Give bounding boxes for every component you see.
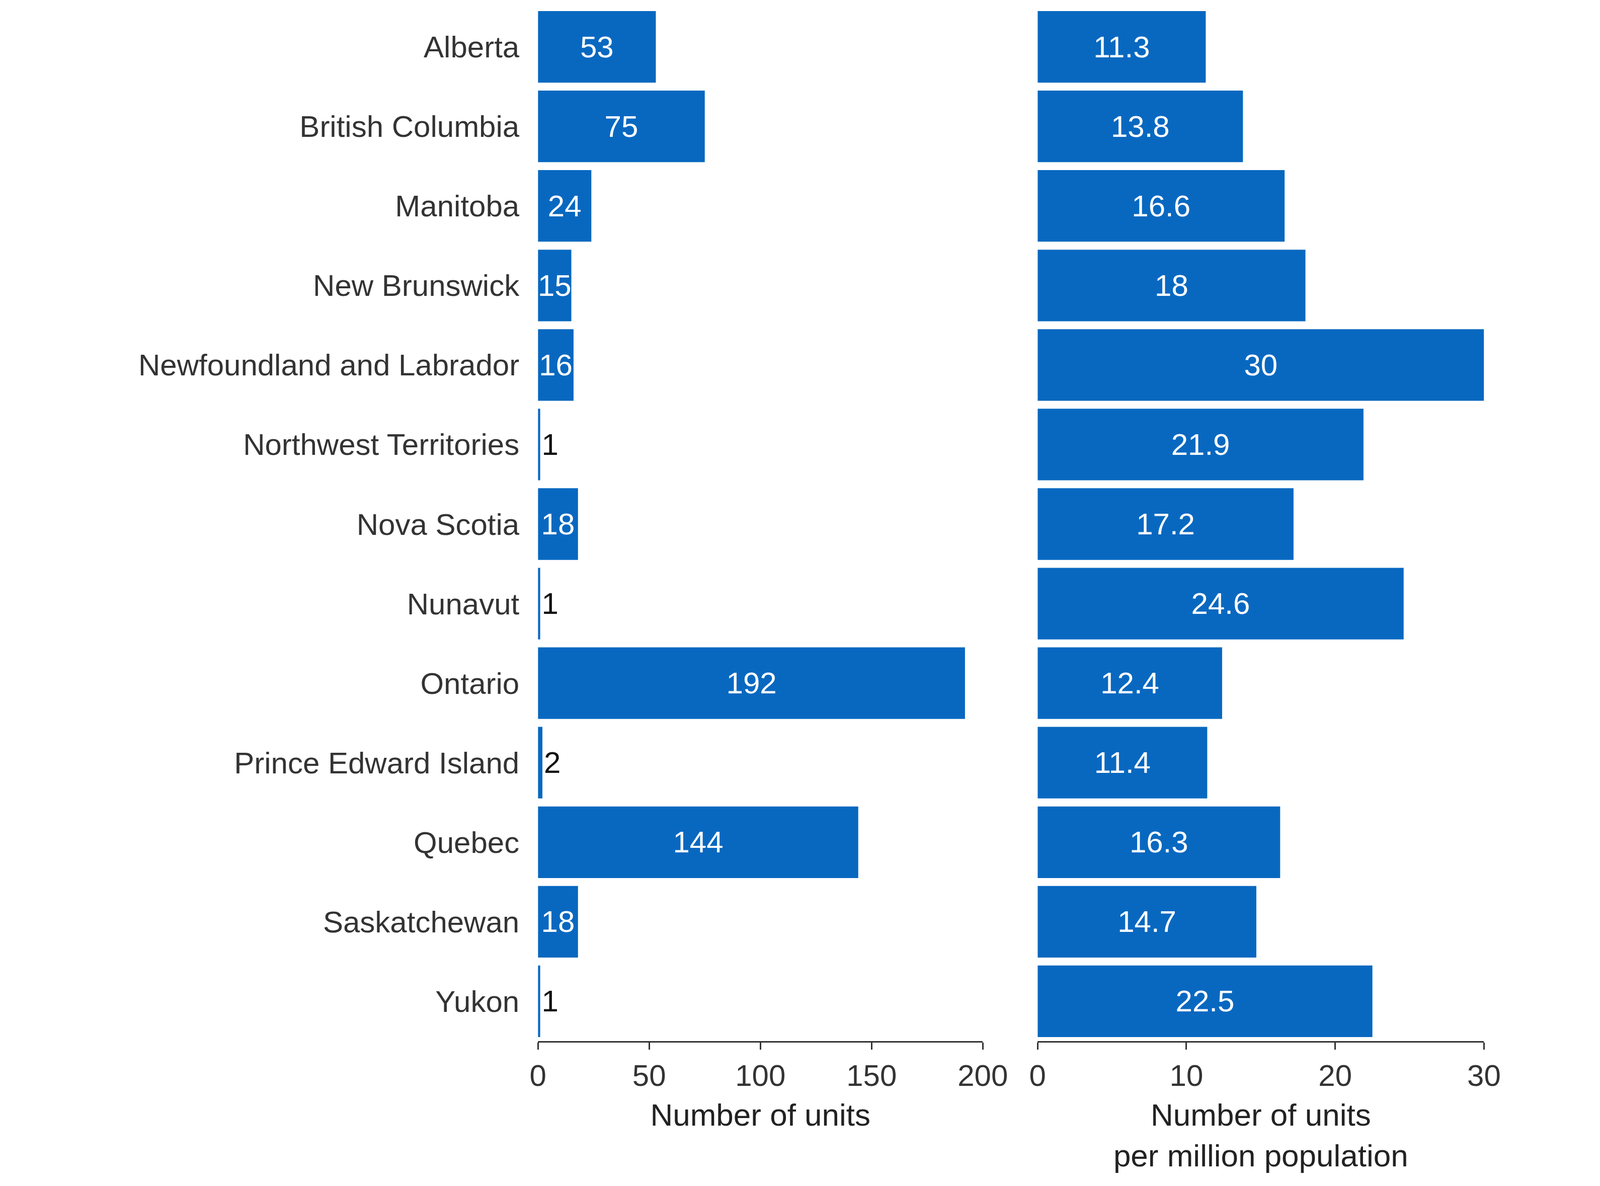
svg-text:Prince Edward Island: Prince Edward Island — [233, 746, 520, 780]
svg-text:15: 15 — [537, 268, 572, 303]
svg-text:Manitoba: Manitoba — [394, 189, 520, 223]
svg-text:50: 50 — [632, 1058, 667, 1093]
svg-text:16.6: 16.6 — [1131, 189, 1191, 223]
svg-text:2: 2 — [543, 745, 561, 780]
svg-text:0: 0 — [529, 1058, 547, 1093]
svg-text:24.6: 24.6 — [1191, 586, 1251, 621]
svg-text:144: 144 — [672, 825, 724, 859]
svg-text:18: 18 — [1154, 268, 1189, 303]
svg-text:Number of units: Number of units — [650, 1097, 871, 1133]
svg-text:Yukon: Yukon — [435, 984, 520, 1019]
svg-text:16: 16 — [538, 348, 573, 382]
svg-text:16.3: 16.3 — [1129, 825, 1189, 859]
svg-text:10: 10 — [1169, 1058, 1204, 1093]
svg-text:14.7: 14.7 — [1117, 904, 1177, 939]
svg-text:New Brunswick: New Brunswick — [312, 268, 520, 303]
svg-text:1: 1 — [541, 586, 559, 621]
svg-text:18: 18 — [541, 507, 576, 541]
svg-text:30: 30 — [1243, 348, 1278, 382]
svg-text:Ontario: Ontario — [420, 666, 520, 701]
svg-text:Northwest Territories: Northwest Territories — [243, 427, 520, 462]
svg-text:11.4: 11.4 — [1094, 745, 1151, 780]
svg-text:17.2: 17.2 — [1136, 507, 1195, 541]
svg-text:11.3: 11.3 — [1093, 30, 1150, 64]
svg-text:Saskatchewan: Saskatchewan — [323, 905, 520, 939]
svg-text:30: 30 — [1467, 1058, 1501, 1093]
svg-text:0: 0 — [1029, 1058, 1047, 1093]
svg-text:18: 18 — [541, 904, 576, 939]
svg-text:24: 24 — [547, 189, 582, 223]
svg-text:150: 150 — [846, 1058, 897, 1093]
svg-text:75: 75 — [604, 109, 639, 144]
svg-text:Newfoundland and Labrador: Newfoundland and Labrador — [138, 348, 520, 382]
svg-text:British Columbia: British Columbia — [299, 109, 520, 144]
svg-text:1: 1 — [541, 984, 559, 1018]
svg-text:Nova Scotia: Nova Scotia — [356, 507, 520, 542]
svg-text:Quebec: Quebec — [413, 825, 520, 860]
svg-text:100: 100 — [735, 1058, 786, 1093]
svg-text:20: 20 — [1318, 1058, 1352, 1093]
svg-text:200: 200 — [957, 1058, 1008, 1093]
svg-text:Nunavut: Nunavut — [407, 587, 520, 621]
svg-text:1: 1 — [541, 427, 559, 462]
svg-text:Alberta: Alberta — [423, 30, 520, 64]
svg-text:192: 192 — [726, 666, 777, 700]
svg-text:22.5: 22.5 — [1175, 984, 1235, 1018]
svg-text:21.9: 21.9 — [1171, 427, 1231, 462]
svg-text:Number of unitsper million pop: Number of unitsper million population — [1113, 1097, 1409, 1173]
svg-text:53: 53 — [580, 30, 614, 64]
svg-text:12.4: 12.4 — [1100, 666, 1160, 700]
svg-text:13.8: 13.8 — [1110, 109, 1170, 144]
